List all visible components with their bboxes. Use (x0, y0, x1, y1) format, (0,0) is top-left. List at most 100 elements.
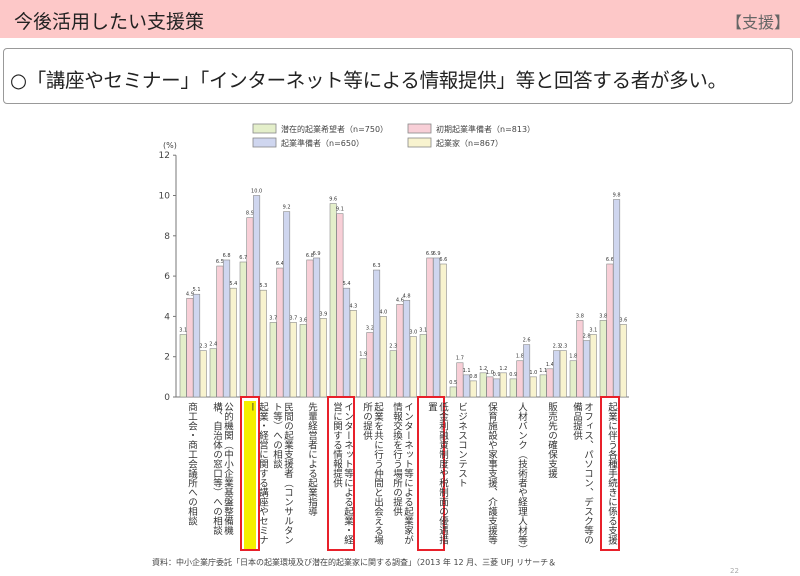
data-label: 5.1 (193, 287, 201, 293)
bar (329, 203, 337, 398)
data-label: 2.3 (199, 344, 207, 350)
data-label: 2.6 (523, 338, 531, 344)
bar (613, 199, 621, 398)
page-number: 22 (730, 567, 739, 575)
legend-label: 初期起業準備者（n=813） (436, 124, 535, 134)
x-tick-label: 起業・経営に関する講座やセミナー (246, 402, 268, 545)
data-label: 6.9 (426, 251, 434, 257)
bar (619, 324, 627, 398)
bar (306, 259, 314, 398)
y-tick-label: 8 (164, 232, 170, 242)
bar (366, 332, 374, 398)
legend-label: 潜在的起業希望者（n=750） (281, 124, 388, 134)
bar (276, 267, 284, 398)
x-tick-label: 起業に伴う各種手続きに係る支援 (606, 402, 617, 545)
bar (486, 376, 494, 398)
bar (179, 334, 187, 398)
data-label: 3.1 (179, 328, 187, 334)
bar (239, 261, 247, 398)
bar (269, 322, 277, 398)
data-label: 1.0 (529, 370, 537, 376)
section-tag: 【支援】 (725, 13, 790, 32)
bar (583, 340, 591, 398)
bar (193, 293, 201, 398)
data-label: 3.6 (619, 317, 627, 323)
legend-swatch (252, 137, 277, 148)
x-tick-label: 低金利融資制度や税制面の優遇措置 (426, 402, 448, 545)
bar (186, 297, 194, 398)
data-label: 6.9 (313, 251, 321, 257)
bar (283, 211, 291, 398)
data-label: 0.9 (493, 372, 501, 378)
bar (259, 289, 267, 398)
bar (516, 360, 524, 398)
data-label: 2.4 (209, 342, 217, 348)
bar (523, 344, 531, 398)
data-label: 3.9 (319, 311, 327, 317)
bar (529, 376, 537, 398)
x-tick-label: オフィス、パソコン、デスク等の備品提供 (571, 402, 593, 545)
data-label: 3.8 (576, 313, 584, 319)
bar (426, 257, 434, 398)
data-label: 6.9 (433, 251, 441, 257)
data-label: 6.6 (606, 257, 614, 263)
data-label: 9.1 (336, 207, 344, 213)
bar (449, 386, 457, 398)
bar (199, 350, 207, 398)
source-note: 資料：中小企業庁委託「日本の起業環境及び潜在的起業家に関する調査」（2013 年… (152, 558, 557, 567)
x-tick-label: 保育施設や家事支援、介護支援等 (486, 402, 497, 545)
x-tick-label: ビジネスコンテスト (456, 402, 467, 488)
bar (359, 358, 367, 398)
data-label: 3.1 (419, 328, 427, 334)
data-label: 6.7 (239, 255, 247, 261)
bar (559, 350, 567, 398)
bar (589, 334, 597, 398)
bar (299, 324, 307, 398)
x-tick-label: 先輩経営者による起業指導 (306, 402, 317, 516)
data-label: 6.6 (439, 257, 447, 263)
data-label: 10.0 (251, 189, 262, 195)
highlight-box (600, 396, 620, 551)
bar (289, 322, 297, 398)
data-label: 1.4 (546, 362, 554, 368)
data-label: 4.8 (403, 293, 411, 299)
data-label: 0.5 (449, 380, 457, 386)
x-tick-label: 販売先の確保支援 (546, 402, 557, 478)
y-tick-label: 0 (164, 393, 170, 403)
data-label: 1.1 (539, 368, 547, 374)
y-tick-label: 12 (159, 151, 170, 161)
data-label: 0.9 (509, 372, 517, 378)
legend-label: 起業家（n=867） (436, 138, 503, 148)
bar (216, 265, 224, 398)
bar (403, 299, 411, 398)
summary-box: ○「講座やセミナー」「インターネット等による情報提供」等と回答する者が多い。 (3, 48, 793, 104)
data-label: 8.9 (246, 211, 254, 217)
x-tick-label: 民間の起業支援者（コンサルタント等）への相談 (271, 402, 293, 545)
data-label: 3.6 (299, 317, 307, 323)
highlight-marker (244, 401, 256, 549)
data-label: 9.8 (613, 193, 621, 199)
data-label: 2.3 (559, 344, 567, 350)
x-tick-label: 公的機関（中小企業基盤整備機構、自治体の窓口等）への相談 (211, 402, 233, 535)
bar (319, 318, 327, 398)
data-label: 4.0 (379, 309, 387, 315)
bar (539, 374, 547, 398)
bar (439, 263, 447, 398)
data-label: 6.8 (223, 253, 231, 259)
bar (606, 263, 614, 398)
data-label: 1.2 (499, 366, 507, 372)
bar (336, 213, 344, 398)
bar (389, 350, 397, 398)
data-label: 4.9 (186, 291, 194, 297)
bar (373, 269, 381, 398)
data-label: 6.5 (216, 259, 224, 265)
data-label: 1.1 (463, 368, 471, 374)
data-label: 5.4 (343, 281, 351, 287)
data-label: 3.8 (599, 313, 607, 319)
highlight-box (240, 396, 260, 551)
bar (553, 350, 561, 398)
data-label: 9.6 (329, 197, 337, 203)
bar (509, 378, 517, 398)
bar (223, 259, 231, 398)
